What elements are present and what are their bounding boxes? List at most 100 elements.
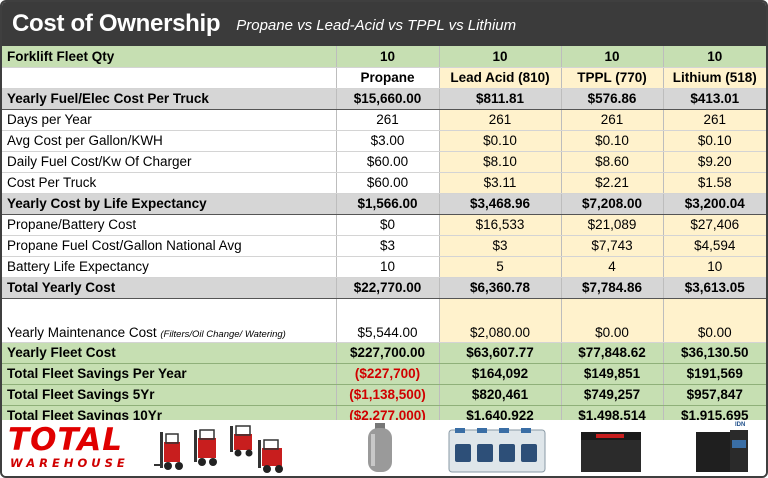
- cell-tppl: $8.60: [561, 151, 664, 173]
- table-row: Yearly Maintenance Cost (Filters/Oil Cha…: [2, 298, 766, 343]
- cell-lead-acid: $3.11: [439, 172, 562, 194]
- cell-tppl: $576.86: [561, 87, 664, 110]
- cost-table: Forklift Fleet Qty 10 10 10 10 Propane L…: [2, 46, 766, 427]
- row-label: Forklift Fleet Qty: [2, 46, 337, 68]
- qty-propane: 10: [336, 46, 440, 68]
- cell-lead-acid: $820,461: [439, 384, 562, 406]
- table-row: Cost Per Truck $60.00 $3.11 $2.21 $1.58: [2, 172, 766, 194]
- table-row: Total Fleet Savings Per Year ($227,700) …: [2, 363, 766, 385]
- table-row: Daily Fuel Cost/Kw Of Charger $60.00 $8.…: [2, 151, 766, 173]
- tppl-battery-image: [581, 432, 641, 472]
- cell-lithium: $413.01: [663, 87, 766, 110]
- table-row: Battery Life Expectancy 10 5 4 10: [2, 256, 766, 278]
- table-row: Avg Cost per Gallon/KWH $3.00 $0.10 $0.1…: [2, 130, 766, 152]
- row-label: Yearly Fuel/Elec Cost Per Truck: [2, 87, 337, 110]
- cell-propane: ($227,700): [336, 363, 440, 385]
- row-label-text: Yearly Maintenance Cost: [7, 324, 157, 340]
- column-header-lithium: Lithium (518): [663, 67, 766, 89]
- cell-tppl: $0.10: [561, 130, 664, 152]
- table-row: Total Fleet Savings 5Yr ($1,138,500) $82…: [2, 384, 766, 406]
- cell-propane: $3: [336, 235, 440, 257]
- row-label: Total Fleet Savings 5Yr: [2, 384, 337, 406]
- cell-lead-acid: $3: [439, 235, 562, 257]
- cell-tppl: $149,851: [561, 363, 664, 385]
- cell-lead-acid: $0.10: [439, 130, 562, 152]
- cell-propane: 261: [336, 109, 440, 131]
- cell-lithium: $191,569: [663, 363, 766, 385]
- cell-lead-acid: $164,092: [439, 363, 562, 385]
- column-header-lead-acid: Lead Acid (810): [439, 67, 562, 89]
- cell-lead-acid: 261: [439, 109, 562, 131]
- cell-lead-acid: $6,360.78: [439, 276, 562, 299]
- table-row: Yearly Fleet Cost $227,700.00 $63,607.77…: [2, 342, 766, 364]
- forklift-icon: [258, 439, 283, 473]
- cell-propane: $60.00: [336, 172, 440, 194]
- logo-word-total: TOTAL: [8, 422, 123, 458]
- cell-lithium: $4,594: [663, 235, 766, 257]
- table-header-row: Propane Lead Acid (810) TPPL (770) Lithi…: [2, 67, 766, 89]
- row-label: Total Fleet Savings Per Year: [2, 363, 337, 385]
- cell-lithium: $3,613.05: [663, 276, 766, 299]
- column-header-propane: Propane: [336, 67, 440, 89]
- row-label: Propane Fuel Cost/Gallon National Avg: [2, 235, 337, 257]
- cell-tppl: $7,784.86: [561, 276, 664, 299]
- row-label: Propane/Battery Cost: [2, 214, 337, 236]
- cell-lead-acid: $8.10: [439, 151, 562, 173]
- table-row: Propane/Battery Cost $0 $16,533 $21,089 …: [2, 214, 766, 236]
- forklift-icon: [230, 425, 253, 457]
- forklifts-image: [154, 425, 283, 473]
- forklift-icon: [194, 429, 217, 466]
- row-label: Days per Year: [2, 109, 337, 131]
- table-row: Propane Fuel Cost/Gallon National Avg $3…: [2, 235, 766, 257]
- cell-tppl: $7,743: [561, 235, 664, 257]
- qty-tppl: 10: [561, 46, 664, 68]
- cell-lead-acid: $2,080.00: [439, 298, 562, 343]
- page-subtitle: Propane vs Lead-Acid vs TPPL vs Lithium: [236, 17, 517, 34]
- cell-lithium: 10: [663, 256, 766, 278]
- cell-propane: $22,770.00: [336, 276, 440, 299]
- row-label: Yearly Maintenance Cost (Filters/Oil Cha…: [2, 298, 337, 343]
- column-header-tppl: TPPL (770): [561, 67, 664, 89]
- cell-propane: ($1,138,500): [336, 384, 440, 406]
- propane-tank-image: [368, 423, 392, 472]
- cell-lithium: $0.10: [663, 130, 766, 152]
- cell-tppl: 261: [561, 109, 664, 131]
- header-blank-cell: [2, 67, 337, 89]
- table-row: Days per Year 261 261 261 261: [2, 109, 766, 131]
- cell-tppl: $77,848.62: [561, 342, 664, 364]
- table-row-fleet-qty: Forklift Fleet Qty 10 10 10 10: [2, 46, 766, 68]
- cell-tppl: $21,089: [561, 214, 664, 236]
- cell-propane: $60.00: [336, 151, 440, 173]
- cell-lithium: $9.20: [663, 151, 766, 173]
- table-row: Total Yearly Cost $22,770.00 $6,360.78 $…: [2, 276, 766, 299]
- page-title: Cost of Ownership: [12, 10, 221, 37]
- lithium-brand-badge: IDN: [735, 422, 746, 428]
- total-warehouse-logo: TOTAL WAREHOUSE: [8, 424, 136, 474]
- row-label: Yearly Fleet Cost: [2, 342, 337, 364]
- lithium-battery-image: [696, 430, 748, 472]
- cell-lithium: $36,130.50: [663, 342, 766, 364]
- cell-propane: $3.00: [336, 130, 440, 152]
- title-bar: Cost of Ownership Propane vs Lead-Acid v…: [2, 2, 766, 46]
- cell-tppl: $7,208.00: [561, 192, 664, 215]
- cell-tppl: $2.21: [561, 172, 664, 194]
- cell-propane: $227,700.00: [336, 342, 440, 364]
- row-label: Yearly Cost by Life Expectancy: [2, 192, 337, 215]
- table-row: Yearly Fuel/Elec Cost Per Truck $15,660.…: [2, 87, 766, 110]
- row-label: Battery Life Expectancy: [2, 256, 337, 278]
- cell-propane: $0: [336, 214, 440, 236]
- cell-lead-acid: 5: [439, 256, 562, 278]
- cell-tppl: $749,257: [561, 384, 664, 406]
- cell-lithium: $957,847: [663, 384, 766, 406]
- cell-lithium: $27,406: [663, 214, 766, 236]
- cell-lead-acid: $811.81: [439, 87, 562, 110]
- cell-propane: 10: [336, 256, 440, 278]
- lead-acid-battery-image: [448, 428, 546, 473]
- qty-lead-acid: 10: [439, 46, 562, 68]
- row-label: Total Yearly Cost: [2, 276, 337, 299]
- logo-word-warehouse: WAREHOUSE: [10, 456, 129, 470]
- cell-tppl: 4: [561, 256, 664, 278]
- cell-lithium: 261: [663, 109, 766, 131]
- cell-tppl: $0.00: [561, 298, 664, 343]
- footer-images: TOTAL WAREHOUSE: [2, 420, 766, 476]
